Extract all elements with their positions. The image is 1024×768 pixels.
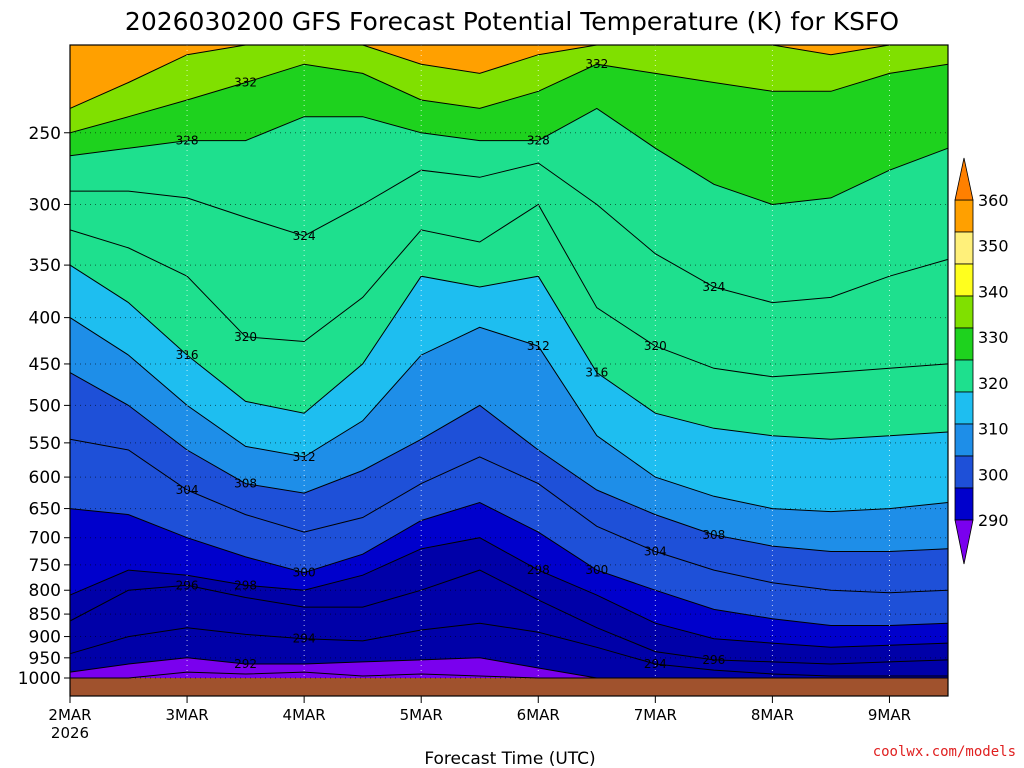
y-tick-label-750: 750 [29, 556, 61, 576]
x-tick-label-4MAR: 4MAR [283, 706, 326, 724]
contour-label-316-1: 316 [585, 366, 608, 380]
y-tick-label-250: 250 [29, 124, 61, 144]
y-tick-label-900: 900 [29, 628, 61, 648]
isentrope-line-320 [69, 203, 949, 378]
y-tick-label-450: 450 [29, 355, 61, 375]
colorbar-label-310: 310 [978, 420, 1009, 439]
y-tick-label-300: 300 [29, 195, 61, 215]
y-tick-label-400: 400 [29, 309, 61, 329]
colorbar-swatch-3 [954, 295, 974, 329]
colorbar-swatch-2 [954, 263, 974, 297]
plot-frame [69, 44, 949, 697]
y-tick-label-550: 550 [29, 434, 61, 454]
x-tick-label-9MAR: 9MAR [868, 706, 911, 724]
isentrope-line-304 [69, 438, 949, 594]
colorbar-label-350: 350 [978, 237, 1009, 256]
colorbar-label-340: 340 [978, 282, 1009, 301]
colorbar-swatch-7 [954, 423, 974, 457]
colorbar-label-320: 320 [978, 374, 1009, 393]
contour-label-294-1: 294 [644, 657, 667, 671]
colorbar-swatch-1 [954, 231, 974, 265]
y-tick-label-600: 600 [29, 468, 61, 488]
colorbar-label-300: 300 [978, 465, 1009, 484]
axes: 250 300 350 400 450 500 550 600 650 700 750 800 850 9… [18, 44, 949, 742]
colorbar-label-330: 330 [978, 328, 1009, 347]
contour-label-312-0: 312 [293, 450, 316, 464]
colorbar-swatch-0 [954, 199, 974, 233]
isentrope-line-300 [69, 501, 949, 626]
terrain-strip [70, 678, 948, 696]
colorbar-swatch-6 [954, 391, 974, 425]
contour-label-294-0: 294 [293, 632, 316, 646]
theta-band-below-290 [70, 672, 948, 678]
contour-label-298-0: 298 [234, 578, 257, 592]
x-year-label: 2026 [51, 724, 89, 742]
colorbar-label-290: 290 [978, 511, 1009, 530]
y-tick-label-950: 950 [29, 649, 61, 669]
contour-label-292-0: 292 [234, 657, 257, 671]
isentrope-line-296 [69, 569, 949, 665]
contour-label-332-0: 332 [234, 75, 257, 89]
y-tick-label-650: 650 [29, 500, 61, 520]
contour-label-308-0: 308 [234, 477, 257, 491]
x-tick-label-5MAR: 5MAR [400, 706, 443, 724]
isentrope-line-316 [69, 264, 949, 440]
x-tick-label-7MAR: 7MAR [634, 706, 677, 724]
isentrope-line-332 [69, 63, 949, 134]
contour-label-304-0: 304 [176, 483, 199, 497]
colorbar-swatch-9 [954, 487, 974, 521]
contour-label-320-0: 320 [234, 330, 257, 344]
colorbar-bottom-arrow [954, 519, 974, 565]
isentrope-line-328 [69, 107, 949, 206]
contour-label-300-0: 300 [293, 566, 316, 580]
colorbar: 290 300 310 320 330 340 350 360 [954, 157, 1009, 565]
y-tick-label-850: 850 [29, 605, 61, 625]
credit-link[interactable]: coolwx.com/models [873, 744, 1016, 760]
x-tick-label-6MAR: 6MAR [517, 706, 560, 724]
colorbar-swatch-4 [954, 327, 974, 361]
contour-label-308-1: 308 [702, 528, 725, 542]
contour-label-324-1: 324 [702, 280, 725, 294]
x-tick-label-8MAR: 8MAR [751, 706, 794, 724]
y-tick-label-350: 350 [29, 256, 61, 276]
colorbar-swatch-5 [954, 359, 974, 393]
isentrope-line-324 [70, 162, 949, 304]
contour-label-332-1: 332 [585, 57, 608, 71]
contour-label-320-1: 320 [644, 339, 667, 353]
y-tick-label-700: 700 [29, 529, 61, 549]
contour-label-312-1: 312 [527, 339, 550, 353]
contour-label-304-1: 304 [644, 545, 667, 559]
isentrope-line-308 [69, 372, 949, 552]
chart-title: 2026030200 GFS Forecast Potential Temper… [125, 7, 899, 36]
colorbar-top-arrow [954, 157, 974, 201]
colorbar-swatch-8 [954, 455, 974, 489]
x-tick-label-3MAR: 3MAR [165, 706, 208, 724]
isentrope-line-294 [69, 622, 948, 677]
colorbar-label-360: 360 [978, 191, 1009, 210]
contour-label-296-1: 296 [702, 653, 725, 667]
x-tick-label-2MAR: 2MAR [48, 706, 91, 724]
y-tick-label-1000: 1000 [18, 669, 61, 689]
contour-label-300-1: 300 [585, 563, 608, 577]
y-tick-label-500: 500 [29, 396, 61, 416]
isentrope-line-298 [69, 537, 949, 648]
y-tick-label-800: 800 [29, 581, 61, 601]
isentrope-line-340 [69, 44, 948, 109]
isentrope-line-312 [69, 317, 949, 513]
x-axis-label: Forecast Time (UTC) [424, 749, 595, 768]
plot-area [70, 45, 948, 696]
isentrope-line-292 [69, 657, 948, 679]
